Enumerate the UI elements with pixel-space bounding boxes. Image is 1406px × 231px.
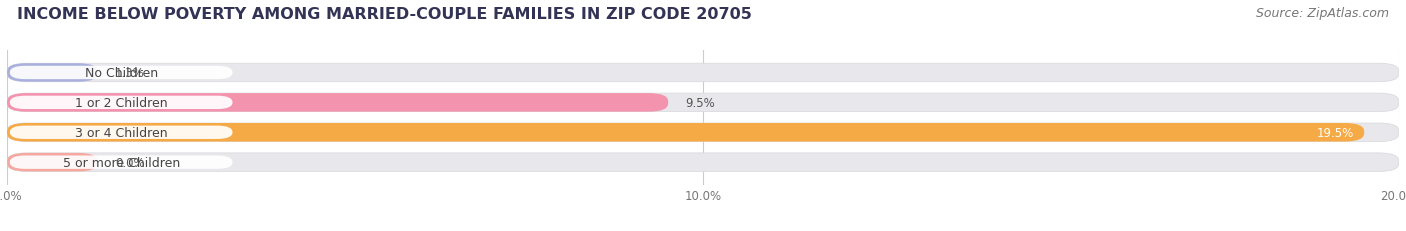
Text: 5 or more Children: 5 or more Children: [62, 156, 180, 169]
Text: 0.0%: 0.0%: [115, 156, 145, 169]
Text: INCOME BELOW POVERTY AMONG MARRIED-COUPLE FAMILIES IN ZIP CODE 20705: INCOME BELOW POVERTY AMONG MARRIED-COUPL…: [17, 7, 752, 22]
Text: 9.5%: 9.5%: [686, 97, 716, 109]
Text: 1 or 2 Children: 1 or 2 Children: [75, 97, 167, 109]
Text: Source: ZipAtlas.com: Source: ZipAtlas.com: [1256, 7, 1389, 20]
FancyBboxPatch shape: [10, 96, 232, 109]
FancyBboxPatch shape: [7, 123, 1364, 142]
FancyBboxPatch shape: [7, 64, 97, 82]
FancyBboxPatch shape: [7, 94, 1399, 112]
FancyBboxPatch shape: [7, 94, 668, 112]
FancyBboxPatch shape: [7, 153, 1399, 172]
FancyBboxPatch shape: [7, 64, 1399, 82]
Text: No Children: No Children: [84, 67, 157, 80]
Text: 3 or 4 Children: 3 or 4 Children: [75, 126, 167, 139]
Text: 1.3%: 1.3%: [115, 67, 145, 80]
FancyBboxPatch shape: [7, 123, 1399, 142]
FancyBboxPatch shape: [10, 126, 232, 139]
FancyBboxPatch shape: [10, 156, 232, 169]
FancyBboxPatch shape: [7, 153, 97, 172]
FancyBboxPatch shape: [10, 67, 232, 80]
Text: 19.5%: 19.5%: [1316, 126, 1354, 139]
